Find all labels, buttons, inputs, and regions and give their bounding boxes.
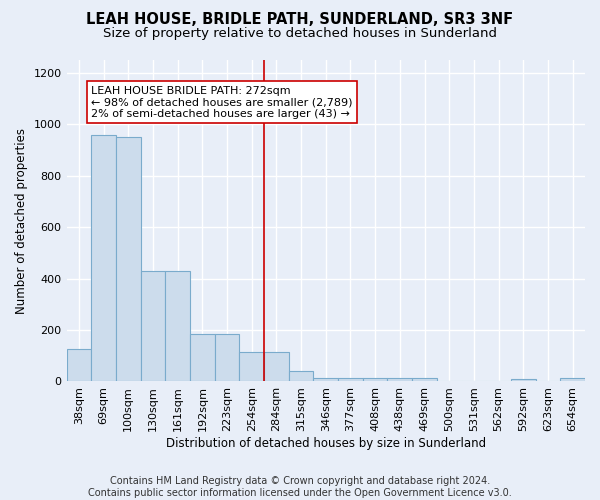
Bar — [190, 334, 215, 382]
Bar — [313, 378, 338, 382]
Bar — [560, 378, 585, 382]
Bar — [91, 134, 116, 382]
Bar — [412, 378, 437, 382]
Text: LEAH HOUSE, BRIDLE PATH, SUNDERLAND, SR3 3NF: LEAH HOUSE, BRIDLE PATH, SUNDERLAND, SR3… — [86, 12, 514, 28]
Bar — [264, 352, 289, 382]
Bar — [388, 378, 412, 382]
Bar — [67, 350, 91, 382]
Bar — [215, 334, 239, 382]
Bar — [289, 371, 313, 382]
Text: Size of property relative to detached houses in Sunderland: Size of property relative to detached ho… — [103, 28, 497, 40]
X-axis label: Distribution of detached houses by size in Sunderland: Distribution of detached houses by size … — [166, 437, 486, 450]
Bar — [165, 271, 190, 382]
Bar — [116, 137, 140, 382]
Bar — [140, 271, 165, 382]
Y-axis label: Number of detached properties: Number of detached properties — [15, 128, 28, 314]
Bar — [511, 379, 536, 382]
Text: Contains HM Land Registry data © Crown copyright and database right 2024.
Contai: Contains HM Land Registry data © Crown c… — [88, 476, 512, 498]
Bar — [239, 352, 264, 382]
Text: LEAH HOUSE BRIDLE PATH: 272sqm
← 98% of detached houses are smaller (2,789)
2% o: LEAH HOUSE BRIDLE PATH: 272sqm ← 98% of … — [91, 86, 353, 119]
Bar — [363, 378, 388, 382]
Bar — [338, 378, 363, 382]
